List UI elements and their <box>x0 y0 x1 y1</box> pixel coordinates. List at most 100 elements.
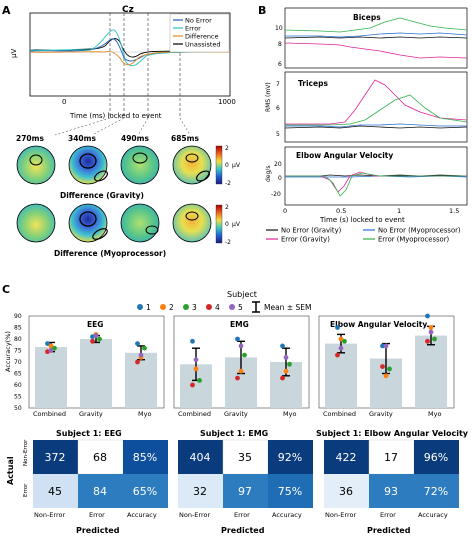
subject-point <box>338 345 344 351</box>
subject-point <box>380 343 385 349</box>
roi-ellipse <box>29 154 43 166</box>
panel-label-a: A <box>2 4 11 17</box>
topo-times: 270ms 340ms 490ms 685ms <box>16 134 199 143</box>
velocity-err-myo-line <box>285 172 467 197</box>
subject-label-5: 5 <box>238 303 243 312</box>
link-line-3 <box>137 117 149 136</box>
roi-ellipse <box>185 153 199 163</box>
cm-elbow-cell-10 <box>324 474 369 508</box>
biceps-ytick-10: 10 <box>275 25 283 32</box>
subject-point <box>283 355 289 360</box>
velocity-title: Elbow Angular Velocity <box>296 151 393 160</box>
subject-dot-5 <box>229 304 235 310</box>
cm-emg-title: Subject 1: EMG <box>200 429 268 438</box>
eeg-title: EEG <box>87 320 103 329</box>
legend-unassisted: Unassisted <box>185 41 221 49</box>
cm-eeg-row-error: Error <box>23 483 29 497</box>
velocity-ytick-20: 20 <box>274 161 282 168</box>
electrode-label: Cz <box>122 5 134 15</box>
subject-point <box>428 325 434 330</box>
bar-ytick-label: 65 <box>14 371 22 378</box>
elbow-cat-myo: Myo <box>428 410 441 418</box>
legend-error: Error <box>185 25 201 33</box>
topo-row-myoprocessor: Difference (Myoprocessor) <box>16 203 212 258</box>
biceps-noerr-grav-line <box>284 36 468 39</box>
erp-xtick-0: 0 <box>62 98 66 106</box>
cm-emg-cell-12 <box>268 474 313 508</box>
bar-marks <box>35 313 447 408</box>
biceps-ytick-8: 8 <box>278 41 282 48</box>
eeg-cat-combined: Combined <box>33 410 66 418</box>
panel-label-b: B <box>258 4 266 17</box>
emg-cat-gravity: Gravity <box>224 410 248 418</box>
subject-point <box>90 338 95 344</box>
subject-point <box>387 366 392 372</box>
cm-eeg-row-nonerror: Non-Error <box>23 439 29 466</box>
roi-ellipse <box>94 170 108 182</box>
subject-point <box>193 366 199 372</box>
cm-eeg-predicted: Predicted <box>76 526 120 535</box>
topo-map-270-myo <box>16 203 56 243</box>
velocity-ytick-neg20: -20 <box>271 191 281 198</box>
topo-map-340-myo <box>68 203 108 243</box>
subject-legend-title: Subject <box>227 290 257 299</box>
legend-noerr-grav: No Error (Gravity) <box>281 227 342 235</box>
eeg-cat-myo: Myo <box>138 410 151 418</box>
cm-eeg-col-nonerror: Non-Error <box>34 511 65 519</box>
roi-ellipse <box>92 228 108 240</box>
erp-axes <box>29 12 231 97</box>
cm-eeg-cell-11 <box>78 474 123 508</box>
emg-cat-myo: Myo <box>283 410 296 418</box>
cm-emg-col-error: Error <box>234 511 250 519</box>
subject-dot-1 <box>137 304 143 310</box>
triceps-axes <box>284 71 468 143</box>
subject-point <box>432 336 437 342</box>
emg-xtick-0-5: 0.5 <box>336 207 346 215</box>
subject-point <box>342 338 347 344</box>
emg-legend: No Error (Gravity) No Error (Myoprocesso… <box>266 227 461 244</box>
cm-elbow-col-nonerror: Non-Error <box>325 511 356 519</box>
roi-ellipse <box>132 152 148 164</box>
subject-point <box>380 364 385 369</box>
subject-point <box>190 338 195 344</box>
colorbar-gravity: 2 0 μV -2 <box>215 145 241 187</box>
confusion-eeg: Subject 1: EEG 372 68 85% 45 84 65% Non-… <box>23 429 168 535</box>
bar-ytick-label: 90 <box>14 313 22 320</box>
triceps-ytick-7: 7 <box>276 81 280 88</box>
subject-dot-2 <box>160 304 166 310</box>
elbow-cat-combined: Combined <box>323 410 356 418</box>
roi-ellipse <box>145 225 159 235</box>
topo-map-685-gravity <box>172 145 212 185</box>
erp-difference-line <box>29 51 231 66</box>
colorbar-gravity-bar <box>215 145 223 185</box>
topo-time-685: 685ms <box>171 134 199 143</box>
cm-emg-cell-00 <box>178 440 223 474</box>
subject-label-3: 3 <box>192 303 197 312</box>
topo-time-340: 340ms <box>68 134 96 143</box>
subject-point <box>242 352 247 358</box>
roi-ellipse <box>196 170 210 182</box>
biceps-err-myo-line <box>284 17 468 33</box>
cm-emg-val-00: 404 <box>190 451 211 464</box>
subject-point <box>428 329 434 335</box>
subject-point <box>48 343 54 349</box>
legend-err-grav: Error (Gravity) <box>281 236 330 244</box>
subject-point <box>97 336 102 342</box>
biceps-noerr-myo-line <box>285 32 468 38</box>
bar <box>415 335 447 408</box>
subject-legend: Subject 1 2 3 4 5 Mean ± SEM <box>137 290 311 313</box>
subject-point <box>383 373 389 379</box>
cm-emg-val-01: 35 <box>238 451 252 464</box>
link-line-4 <box>179 117 191 136</box>
topo-time-490: 490ms <box>121 134 149 143</box>
elbow-cat-gravity: Gravity <box>369 410 393 418</box>
triceps-err-grav-line <box>285 79 468 125</box>
cm-elbow-val-01: 17 <box>384 451 398 464</box>
subject-point <box>238 343 244 349</box>
triceps-title: Triceps <box>298 79 328 88</box>
topo-time-270: 270ms <box>16 134 44 143</box>
bar <box>325 343 357 408</box>
subject-point <box>45 341 50 346</box>
biceps-title: Biceps <box>353 13 381 22</box>
subject-point <box>335 352 340 358</box>
